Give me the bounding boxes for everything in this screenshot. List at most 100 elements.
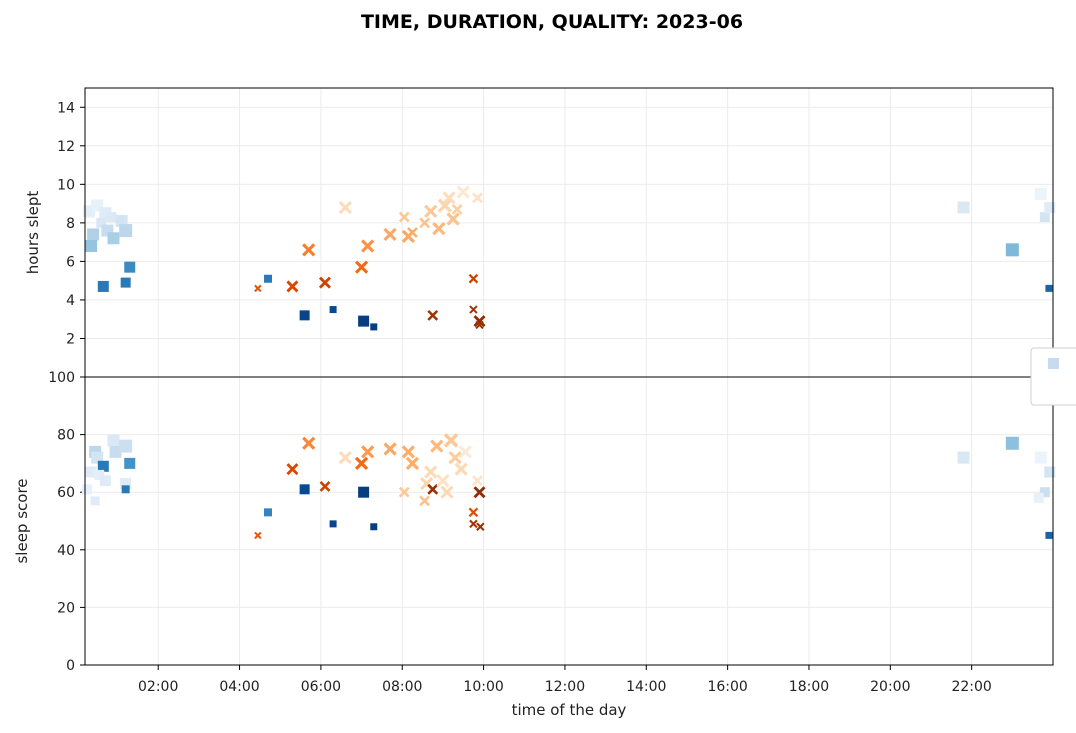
data-point-x bbox=[451, 203, 463, 215]
data-point-square bbox=[90, 496, 100, 506]
data-point-x bbox=[424, 465, 438, 479]
data-point-square bbox=[109, 445, 122, 458]
data-point-square bbox=[329, 306, 337, 314]
y-tick-label: 80 bbox=[57, 428, 75, 444]
data-point-x bbox=[419, 495, 431, 507]
data-point-square bbox=[115, 214, 128, 227]
data-point-x bbox=[442, 191, 456, 205]
data-point-square bbox=[264, 274, 273, 283]
data-point-x bbox=[427, 309, 439, 321]
chart-title: TIME, DURATION, QUALITY: 2023-06 bbox=[361, 11, 743, 33]
data-point-x bbox=[472, 475, 483, 487]
data-point-x bbox=[476, 522, 485, 531]
y-tick-label: 0 bbox=[66, 658, 75, 674]
plot-panels: 2 4 6 8 10 12 14 hours slept 0 20 40 60 80 100 sleep s… bbox=[13, 87, 1056, 695]
x-axis-label: time of the day bbox=[512, 701, 627, 719]
legend bbox=[1030, 347, 1076, 406]
panel-hours-slept: 2 4 6 8 10 12 14 hours slept bbox=[24, 87, 1056, 378]
data-point-x bbox=[468, 273, 479, 284]
data-point-square bbox=[1005, 243, 1019, 257]
data-point-x bbox=[440, 485, 454, 499]
x-tick-label: 20:00 bbox=[870, 679, 910, 695]
legend-swatch bbox=[1048, 358, 1059, 369]
y-tick-label: 14 bbox=[57, 100, 75, 116]
data-point-x bbox=[419, 217, 431, 229]
data-point-square bbox=[358, 486, 370, 498]
data-point-square bbox=[370, 523, 378, 531]
data-point-square bbox=[124, 261, 136, 273]
data-point-x bbox=[454, 462, 468, 476]
data-point-square bbox=[1039, 487, 1050, 498]
data-point-square bbox=[957, 201, 970, 214]
data-point-square bbox=[106, 212, 117, 223]
data-point-x bbox=[383, 442, 397, 456]
data-point-square bbox=[299, 484, 310, 495]
data-point-square bbox=[120, 478, 132, 490]
y-tick-label: 6 bbox=[66, 254, 75, 270]
data-point-x bbox=[458, 445, 472, 459]
data-point-x bbox=[448, 451, 462, 465]
data-point-square bbox=[358, 315, 370, 327]
panel-sleep-score: 0 20 40 60 80 100 sleep score bbox=[13, 370, 1056, 674]
data-point-x bbox=[436, 474, 450, 488]
y-tick-label: 60 bbox=[57, 485, 75, 501]
x-tick-label: 06:00 bbox=[301, 679, 341, 695]
x-tick-label: 10:00 bbox=[463, 679, 503, 695]
data-point-square bbox=[1034, 187, 1047, 200]
data-point-square bbox=[1044, 466, 1056, 478]
y-tick-label: 8 bbox=[66, 216, 75, 232]
data-point-x bbox=[361, 445, 375, 459]
data-point-square bbox=[1045, 531, 1053, 539]
data-point-x bbox=[405, 456, 420, 471]
x-tick-label: 18:00 bbox=[789, 679, 829, 695]
data-point-square bbox=[1033, 492, 1044, 503]
data-point-square bbox=[1039, 212, 1050, 223]
data-point-square bbox=[87, 228, 100, 241]
data-point-x bbox=[437, 198, 453, 213]
data-point-square bbox=[107, 434, 120, 447]
data-point-square bbox=[329, 520, 337, 528]
x-tick-label: 12:00 bbox=[545, 679, 585, 695]
data-point-x bbox=[468, 507, 479, 518]
y-tick-label: 2 bbox=[66, 331, 75, 347]
data-point-square bbox=[85, 239, 98, 252]
data-point-square bbox=[1044, 201, 1056, 213]
plot-frame bbox=[84, 87, 1054, 378]
data-point-x bbox=[254, 531, 262, 540]
data-point-square bbox=[120, 277, 131, 288]
legend-box bbox=[1030, 347, 1076, 406]
data-point-x bbox=[443, 433, 459, 448]
data-point-x bbox=[302, 436, 316, 450]
x-tick-label: 14:00 bbox=[626, 679, 666, 695]
y-tick-label: 4 bbox=[66, 293, 75, 309]
data-point-x bbox=[354, 456, 369, 471]
data-point-x bbox=[354, 260, 369, 274]
data-point-x bbox=[338, 200, 352, 215]
data-point-square bbox=[957, 451, 970, 464]
data-point-x bbox=[475, 320, 484, 330]
data-point-square bbox=[299, 310, 310, 321]
data-point-x bbox=[302, 243, 316, 257]
data-point-x bbox=[401, 445, 415, 459]
data-point-square bbox=[119, 439, 133, 453]
data-point-x bbox=[407, 227, 418, 238]
data-point-square bbox=[82, 484, 93, 495]
data-point-x bbox=[383, 227, 397, 242]
data-point-square bbox=[94, 469, 105, 480]
data-point-square bbox=[264, 508, 273, 517]
data-point-square bbox=[96, 217, 107, 228]
y-axis-label: sleep score bbox=[13, 478, 31, 563]
data-point-square bbox=[97, 280, 109, 292]
data-point-square bbox=[121, 485, 130, 494]
data-point-x bbox=[427, 483, 439, 495]
data-point-square bbox=[1034, 451, 1047, 464]
data-point-x bbox=[338, 451, 352, 465]
data-point-square bbox=[119, 224, 133, 238]
y-tick-label: 100 bbox=[48, 370, 75, 386]
data-point-square bbox=[91, 451, 104, 464]
plot-frame bbox=[84, 376, 1054, 666]
data-point-square bbox=[370, 323, 378, 331]
x-tick-label: 22:00 bbox=[951, 679, 991, 695]
y-tick-label: 20 bbox=[57, 600, 75, 616]
